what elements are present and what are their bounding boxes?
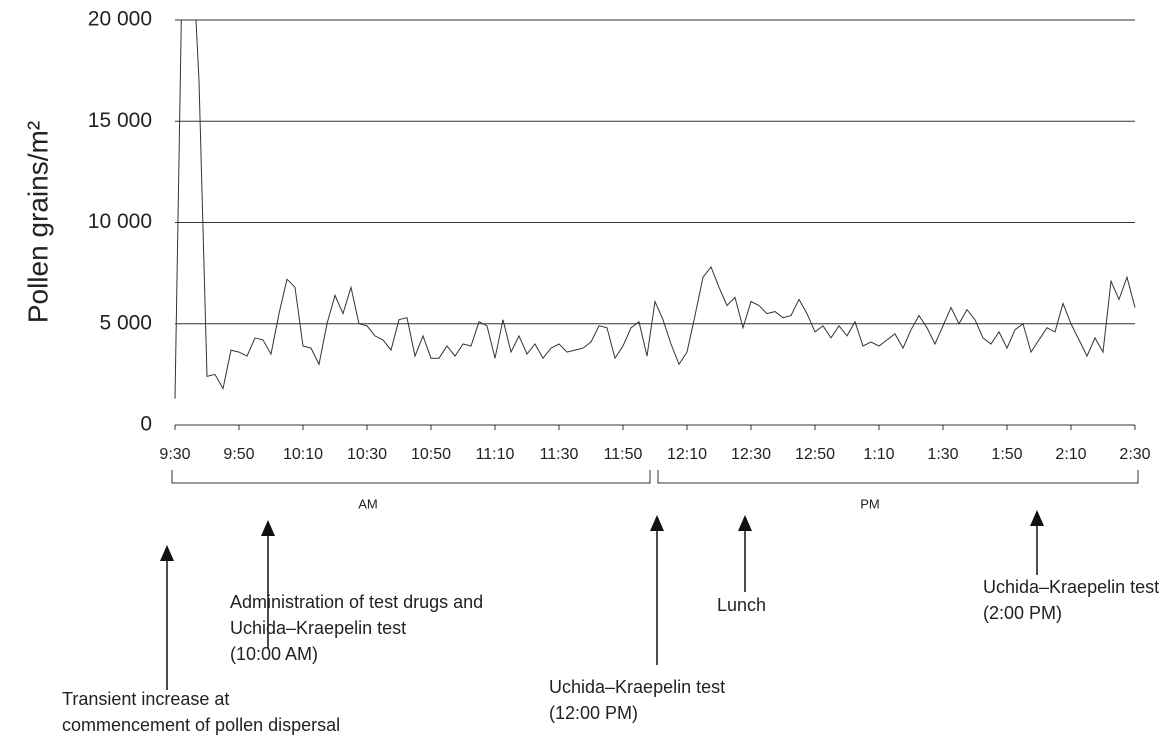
annotation: Uchida–Kraepelin test — [549, 677, 725, 697]
x-tick-label: 12:50 — [795, 446, 835, 463]
annotation: (12:00 PM) — [549, 703, 638, 723]
period-bracket — [171, 470, 651, 484]
annotation: (10:00 AM) — [230, 644, 318, 664]
x-tick-label: 12:30 — [731, 446, 771, 463]
y-axis-label: Pollen grains/m² — [22, 121, 53, 323]
data-line — [174, 20, 1136, 399]
y-tick-label: 15 000 — [88, 109, 152, 132]
x-tick-label: 1:30 — [927, 446, 958, 463]
y-tick-label: 0 — [140, 413, 152, 436]
annotation: Administration of test drugs and — [230, 592, 483, 612]
x-tick-label: 10:30 — [347, 446, 387, 463]
x-tick-label: 9:50 — [223, 446, 254, 463]
x-tick-label: 2:10 — [1055, 446, 1086, 463]
annotation: Uchida–Kraepelin test — [230, 618, 406, 638]
period-label: PM — [860, 496, 880, 511]
x-tick-label: 11:30 — [540, 446, 579, 463]
annotation: Transient increase at — [62, 689, 229, 709]
y-tick-label: 5 000 — [99, 311, 152, 334]
arrow-head — [738, 515, 752, 531]
x-tick-label: 11:50 — [604, 446, 643, 463]
x-tick-label: 11:10 — [476, 446, 515, 463]
x-tick-label: 12:10 — [667, 446, 707, 463]
period-bracket — [657, 470, 1139, 484]
x-tick-label: 1:50 — [991, 446, 1022, 463]
annotation: (2:00 PM) — [983, 603, 1062, 623]
annotation: commencement of pollen dispersal — [62, 715, 340, 735]
x-tick-label: 2:30 — [1119, 446, 1150, 463]
arrow-head — [650, 515, 664, 531]
annotation: Uchida–Kraepelin test — [983, 577, 1159, 597]
arrow-head — [1030, 510, 1044, 526]
x-tick-label: 9:30 — [159, 446, 190, 463]
x-tick-label: 10:10 — [283, 446, 323, 463]
x-tick-label: 10:50 — [411, 446, 451, 463]
x-tick-label: 1:10 — [863, 446, 894, 463]
annotation: Lunch — [717, 595, 766, 615]
period-label: AM — [358, 496, 378, 511]
y-tick-label: 20 000 — [88, 8, 152, 31]
arrow-head — [160, 545, 174, 561]
arrow-head — [261, 520, 275, 536]
y-tick-label: 10 000 — [88, 210, 152, 233]
